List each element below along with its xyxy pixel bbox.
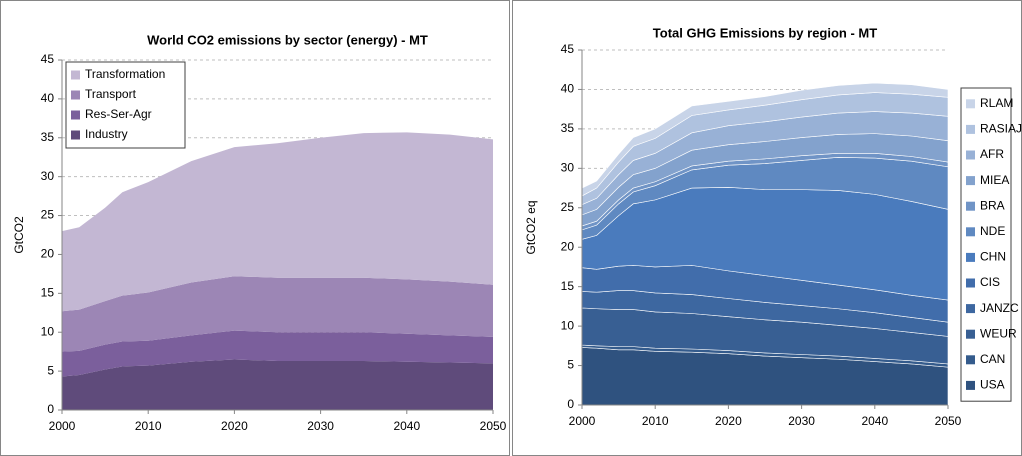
legend-label: USA — [980, 378, 1005, 392]
y-tick-label: 25 — [561, 200, 575, 214]
x-tick-label: 2020 — [221, 419, 248, 433]
legend-swatch — [966, 150, 975, 160]
legend-label: Industry — [85, 127, 128, 141]
legend-swatch — [966, 355, 975, 365]
legend-swatch — [966, 380, 975, 390]
legend-swatch — [966, 227, 975, 237]
y-tick-label: 20 — [561, 239, 575, 253]
legend-label: RASIAJ — [980, 122, 1022, 136]
legend-swatch — [71, 110, 80, 120]
area — [62, 276, 493, 352]
area — [62, 330, 493, 377]
legend-swatch — [966, 304, 975, 314]
y-tick-label: 40 — [561, 82, 575, 96]
y-tick-label: 10 — [41, 324, 55, 338]
legend-label: NDE — [980, 224, 1005, 238]
x-tick-label: 2040 — [393, 419, 420, 433]
legend-label: CAN — [980, 352, 1005, 366]
legend-label: AFR — [980, 147, 1004, 161]
chart-panel: Total GHG Emissions by region - MT GtCO2 … — [512, 0, 1022, 456]
y-tick-label: 15 — [561, 279, 575, 293]
legend-swatch — [966, 201, 975, 211]
x-tick-label: 2030 — [788, 414, 815, 428]
legend-label: Res-Ser-Agr — [85, 107, 152, 121]
legend-swatch — [966, 278, 975, 288]
x-tick-label: 2010 — [642, 414, 669, 428]
legend-label: MIEA — [980, 173, 1009, 187]
chart-title: Total GHG Emissions by region - MT — [653, 25, 877, 40]
legend-swatch — [966, 252, 975, 262]
legend-swatch — [966, 99, 975, 109]
legend-box — [960, 87, 1012, 402]
x-tick-label: 2000 — [569, 414, 596, 428]
y-tick-label: 45 — [41, 52, 55, 66]
legend-label: BRA — [980, 198, 1005, 212]
y-tick-label: 5 — [567, 358, 574, 372]
x-tick-label: 2050 — [480, 419, 507, 433]
chart-title: World CO2 emissions by sector (energy) -… — [147, 32, 428, 47]
area — [62, 359, 493, 410]
y-tick-label: 20 — [41, 247, 55, 261]
y-tick-label: 15 — [41, 286, 55, 300]
legend-swatch — [71, 70, 80, 80]
legend-swatch — [71, 90, 80, 100]
x-tick-label: 2010 — [135, 419, 162, 433]
y-tick-label: 0 — [47, 402, 54, 416]
y-tick-label: 35 — [561, 121, 575, 135]
x-tick-label: 2040 — [861, 414, 888, 428]
legend-swatch — [71, 130, 80, 140]
legend-label: CHN — [980, 250, 1006, 264]
chart-panel: World CO2 emissions by sector (energy) -… — [0, 0, 510, 456]
area — [62, 132, 493, 312]
y-tick-label: 5 — [47, 363, 54, 377]
legend-swatch — [966, 124, 975, 134]
x-tick-label: 2050 — [935, 414, 962, 428]
legend-swatch — [966, 176, 975, 186]
x-tick-label: 2020 — [715, 414, 742, 428]
y-tick-label: 30 — [41, 169, 55, 183]
legend-swatch — [966, 329, 975, 339]
x-tick-label: 2000 — [49, 419, 76, 433]
legend-label: Transport — [85, 87, 137, 101]
legend-label: WEUR — [980, 326, 1017, 340]
y-tick-label: 10 — [561, 318, 575, 332]
legend-label: CIS — [980, 275, 1000, 289]
y-tick-label: 45 — [561, 42, 575, 56]
area — [581, 82, 949, 197]
legend-label: JANZC — [980, 301, 1019, 315]
legend-label: Transformation — [85, 67, 165, 81]
legend-box — [65, 61, 186, 149]
y-tick-label: 25 — [41, 208, 55, 222]
x-tick-label: 2030 — [307, 419, 334, 433]
legend-label: RLAM — [980, 96, 1013, 110]
y-tick-label: 35 — [41, 130, 55, 144]
y-tick-label: 40 — [41, 91, 55, 105]
y-tick-label: 0 — [567, 397, 574, 411]
y-tick-label: 30 — [561, 161, 575, 175]
y-axis-label: GtCO2 — [12, 216, 26, 254]
y-axis-label: GtCO2 eq — [524, 200, 538, 254]
